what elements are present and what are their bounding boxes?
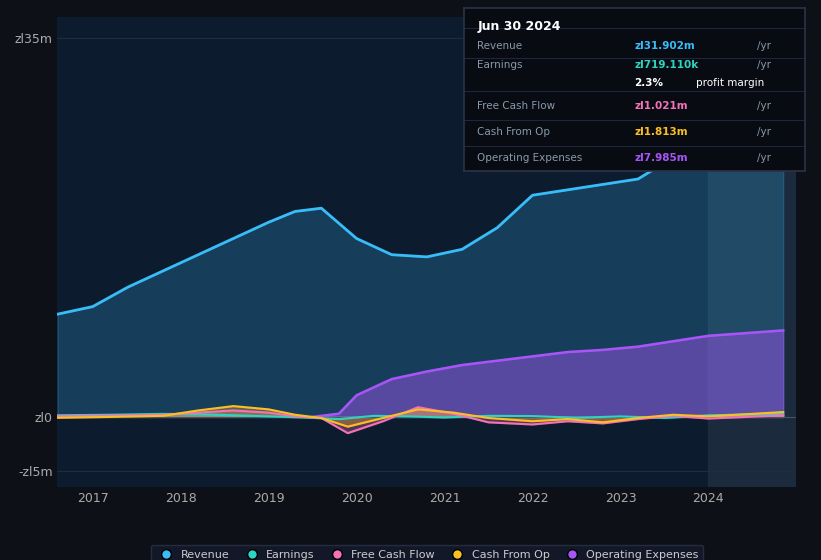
- Text: Jun 30 2024: Jun 30 2024: [478, 20, 561, 33]
- Text: Operating Expenses: Operating Expenses: [478, 153, 583, 163]
- Text: profit margin: profit margin: [695, 78, 764, 88]
- Text: /yr: /yr: [757, 127, 771, 137]
- Text: Cash From Op: Cash From Op: [478, 127, 551, 137]
- Text: /yr: /yr: [757, 101, 771, 111]
- Text: Free Cash Flow: Free Cash Flow: [478, 101, 556, 111]
- Text: Earnings: Earnings: [478, 60, 523, 70]
- Text: /yr: /yr: [757, 41, 771, 51]
- Text: Revenue: Revenue: [478, 41, 523, 51]
- Text: zl7.985m: zl7.985m: [635, 153, 688, 163]
- Text: zl719.110k: zl719.110k: [635, 60, 699, 70]
- Text: zl1.813m: zl1.813m: [635, 127, 688, 137]
- Text: zl31.902m: zl31.902m: [635, 41, 695, 51]
- Bar: [709, 17, 796, 487]
- Text: /yr: /yr: [757, 153, 771, 163]
- Text: /yr: /yr: [757, 60, 771, 70]
- Legend: Revenue, Earnings, Free Cash Flow, Cash From Op, Operating Expenses: Revenue, Earnings, Free Cash Flow, Cash …: [151, 545, 703, 560]
- Text: zl1.021m: zl1.021m: [635, 101, 688, 111]
- Text: 2.3%: 2.3%: [635, 78, 663, 88]
